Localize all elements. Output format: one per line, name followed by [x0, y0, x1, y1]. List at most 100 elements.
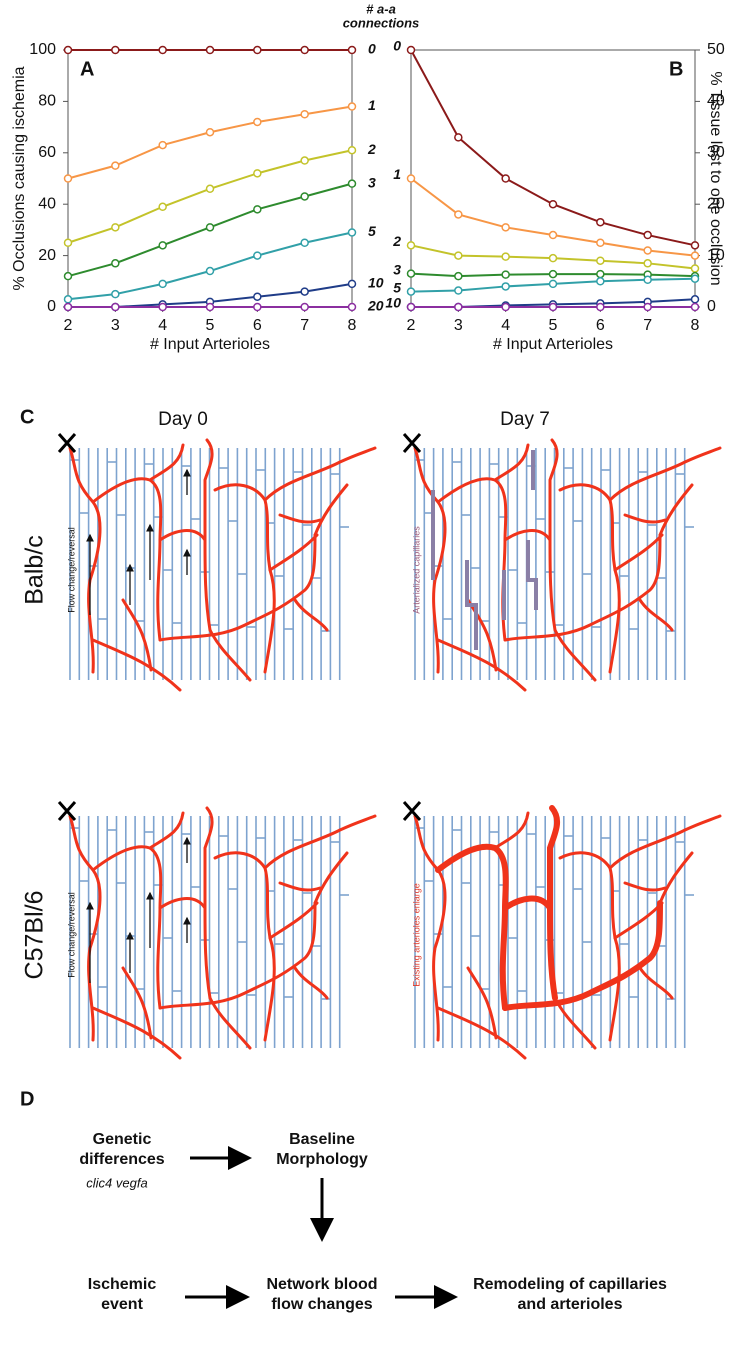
- series-line: [411, 50, 695, 245]
- data-point: [65, 47, 72, 54]
- series-label: 2: [367, 141, 376, 157]
- series-label: 5: [393, 279, 401, 295]
- data-point: [455, 304, 462, 311]
- data-point: [65, 273, 72, 280]
- y-tick-label: 50: [707, 41, 725, 58]
- series-line: [68, 107, 352, 179]
- arteriole: [160, 531, 210, 630]
- data-point: [692, 296, 699, 303]
- data-point: [159, 47, 166, 54]
- data-point: [597, 278, 604, 285]
- node-label: event: [101, 1296, 143, 1313]
- annotation: Flow change/reversal: [66, 892, 76, 978]
- network-panel: [59, 802, 375, 1058]
- data-point: [301, 288, 308, 295]
- x-tick-label: 3: [111, 317, 120, 334]
- y-tick-label: 60: [38, 144, 56, 161]
- panel-label: C: [20, 406, 34, 428]
- data-point: [502, 304, 509, 311]
- arteriole: [550, 440, 557, 540]
- data-point: [644, 304, 651, 311]
- data-point: [550, 304, 557, 311]
- data-point: [597, 219, 604, 226]
- arteriole: [280, 515, 320, 522]
- network-panel: [404, 802, 720, 1058]
- data-point: [65, 296, 72, 303]
- network-panel: [59, 434, 375, 690]
- data-point: [597, 239, 604, 246]
- network-panel: [404, 434, 720, 690]
- data-point: [112, 260, 119, 267]
- data-point: [692, 265, 699, 272]
- arteriole: [93, 640, 180, 690]
- series-label: 5: [368, 223, 376, 239]
- arteriole: [438, 640, 525, 690]
- series-label: 3: [368, 174, 376, 190]
- series-label: 3: [393, 261, 401, 277]
- data-point: [597, 271, 604, 278]
- node-sublabel: clic4 vegfa: [86, 1175, 147, 1190]
- data-point: [65, 304, 72, 311]
- y-axis-label: % Tissue lost to one occlusion: [707, 71, 724, 285]
- data-point: [254, 170, 261, 177]
- panel-label: B: [669, 58, 683, 80]
- arteriole: [265, 448, 375, 500]
- data-point: [597, 304, 604, 311]
- data-point: [502, 253, 509, 260]
- x-tick-label: 8: [348, 317, 357, 334]
- x-tick-label: 8: [691, 317, 700, 334]
- data-point: [112, 224, 119, 231]
- arteriole: [210, 630, 250, 680]
- column-label: Day 0: [158, 409, 208, 430]
- data-point: [112, 304, 119, 311]
- arteriole: [625, 883, 665, 890]
- data-point: [408, 288, 415, 295]
- data-point: [502, 271, 509, 278]
- arteriole: [93, 1008, 180, 1058]
- data-point: [502, 224, 509, 231]
- data-point: [455, 273, 462, 280]
- data-point: [207, 224, 214, 231]
- data-point: [301, 193, 308, 200]
- row-label: Balb/c: [21, 535, 49, 604]
- x-tick-label: 6: [253, 317, 262, 334]
- data-point: [550, 201, 557, 208]
- arteriole: [438, 479, 506, 640]
- occlusion-mark: [59, 434, 75, 452]
- node-label: Genetic: [93, 1131, 152, 1148]
- data-point: [159, 142, 166, 149]
- y-axis-label: % Occlusions causing ischemia: [11, 66, 28, 290]
- series-label: 1: [368, 97, 376, 113]
- data-point: [550, 232, 557, 239]
- data-point: [692, 275, 699, 282]
- data-point: [301, 111, 308, 118]
- occlusion-mark: [404, 802, 420, 820]
- x-axis-label: # Input Arterioles: [493, 336, 613, 353]
- data-point: [65, 175, 72, 182]
- data-point: [408, 270, 415, 277]
- y-tick-label: 40: [38, 195, 56, 212]
- panel-label: D: [20, 1088, 34, 1110]
- data-point: [65, 239, 72, 246]
- arteriole: [550, 808, 557, 908]
- data-point: [550, 255, 557, 262]
- x-tick-label: 7: [643, 317, 652, 334]
- data-point: [502, 283, 509, 290]
- data-point: [408, 47, 415, 54]
- data-point: [159, 203, 166, 210]
- y-tick-label: 20: [38, 247, 56, 264]
- arteriole: [205, 440, 212, 540]
- annotation: Flow change/reversal: [66, 527, 76, 613]
- x-tick-label: 6: [596, 317, 605, 334]
- series-label: 0: [393, 38, 401, 54]
- series-label: 1: [393, 166, 401, 182]
- data-point: [207, 268, 214, 275]
- node-label: Network blood: [266, 1276, 377, 1293]
- data-point: [301, 157, 308, 164]
- data-point: [455, 287, 462, 294]
- arteriole: [495, 813, 528, 848]
- data-point: [408, 304, 415, 311]
- y-tick-label: 100: [29, 41, 56, 58]
- arterialized-capillary: [528, 540, 536, 610]
- column-label: Day 7: [500, 409, 550, 430]
